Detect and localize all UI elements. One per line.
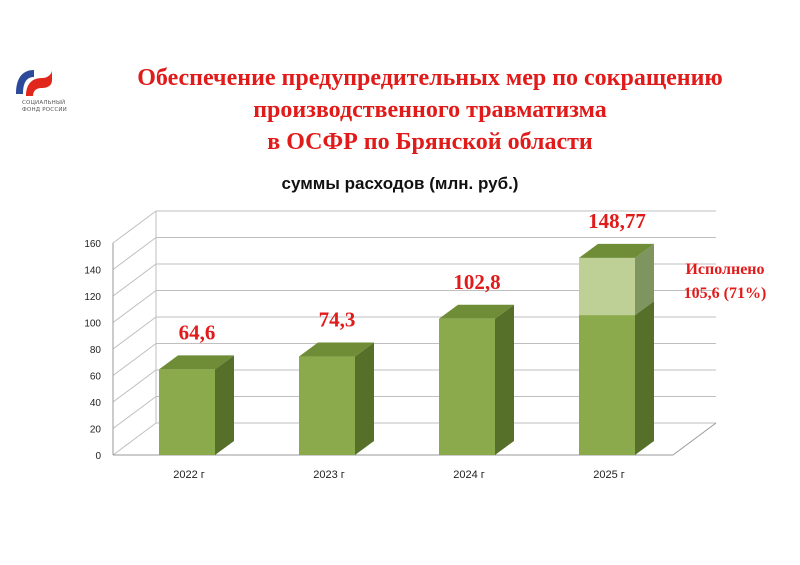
grid-depth-line bbox=[112, 343, 157, 376]
grid-depth-line bbox=[112, 396, 157, 429]
bar-side bbox=[495, 304, 514, 455]
logo-text-line1: СОЦИАЛЬНЫЙ bbox=[22, 100, 66, 106]
x-tick-label: 2024 г bbox=[453, 469, 485, 481]
annotation-line1: Исполнено bbox=[685, 261, 765, 278]
grid-depth-line bbox=[112, 369, 157, 403]
logo-text: СОЦИАЛЬНЫЙ ФОНД РОССИИ bbox=[22, 100, 82, 114]
planned-bar-side bbox=[635, 243, 654, 316]
bar-top bbox=[299, 342, 374, 357]
chart-subtitle: суммы расходов (млн. руб.) bbox=[281, 174, 519, 193]
bar-top bbox=[439, 304, 514, 319]
y-tick-label: 60 bbox=[90, 372, 102, 383]
logo-text-line2: ФОНД РОССИИ bbox=[22, 107, 67, 113]
grid-depth-line bbox=[112, 263, 157, 297]
x-tick-label: 2022 г bbox=[173, 469, 205, 481]
data-label: 102,8 bbox=[453, 270, 500, 294]
y-tick-label: 140 bbox=[84, 266, 101, 277]
bar-side bbox=[355, 342, 374, 455]
title-line2: производственного травматизма bbox=[253, 97, 607, 123]
bar-front bbox=[439, 318, 495, 455]
y-tick-label: 120 bbox=[84, 292, 101, 303]
y-tick-label: 160 bbox=[84, 239, 101, 250]
bar-front bbox=[159, 369, 215, 455]
x-tick-label: 2025 г bbox=[593, 469, 625, 481]
execution-annotation: Исполнено 105,6 (71%) bbox=[660, 258, 790, 306]
bar-front bbox=[299, 356, 355, 455]
grid-depth-line bbox=[112, 422, 157, 456]
x-tick-label: 2023 г bbox=[313, 469, 345, 481]
page-title: Обеспечение предупредительных мер по сок… bbox=[80, 62, 780, 158]
y-tick-label: 100 bbox=[84, 319, 101, 330]
grid-depth-line bbox=[112, 290, 157, 323]
floor-edge bbox=[672, 422, 717, 456]
y-tick-label: 0 bbox=[95, 451, 101, 462]
y-tick-label: 80 bbox=[90, 345, 102, 356]
annotation-line2: 105,6 (71%) bbox=[683, 285, 767, 302]
y-tick-label: 40 bbox=[90, 398, 102, 409]
bar-top bbox=[159, 355, 234, 370]
bar-front bbox=[579, 315, 635, 455]
title-line3: в ОСФР по Брянской области bbox=[267, 129, 593, 155]
grid-depth-line bbox=[112, 237, 157, 270]
data-label: 74,3 bbox=[319, 308, 356, 332]
data-label: 64,6 bbox=[179, 320, 216, 344]
y-tick-label: 20 bbox=[90, 425, 102, 436]
sfr-logo-icon bbox=[16, 70, 52, 96]
planned-bar-top bbox=[579, 243, 654, 258]
grid-depth-line bbox=[112, 316, 157, 350]
grid-depth-line bbox=[112, 210, 157, 244]
bar-side bbox=[215, 355, 234, 455]
bar-side bbox=[635, 301, 654, 455]
data-label: 148,77 bbox=[588, 209, 646, 233]
logo: СОЦИАЛЬНЫЙ ФОНД РОССИИ bbox=[12, 66, 82, 114]
planned-bar-front bbox=[579, 257, 635, 316]
title-line1: Обеспечение предупредительных мер по сок… bbox=[137, 65, 723, 91]
